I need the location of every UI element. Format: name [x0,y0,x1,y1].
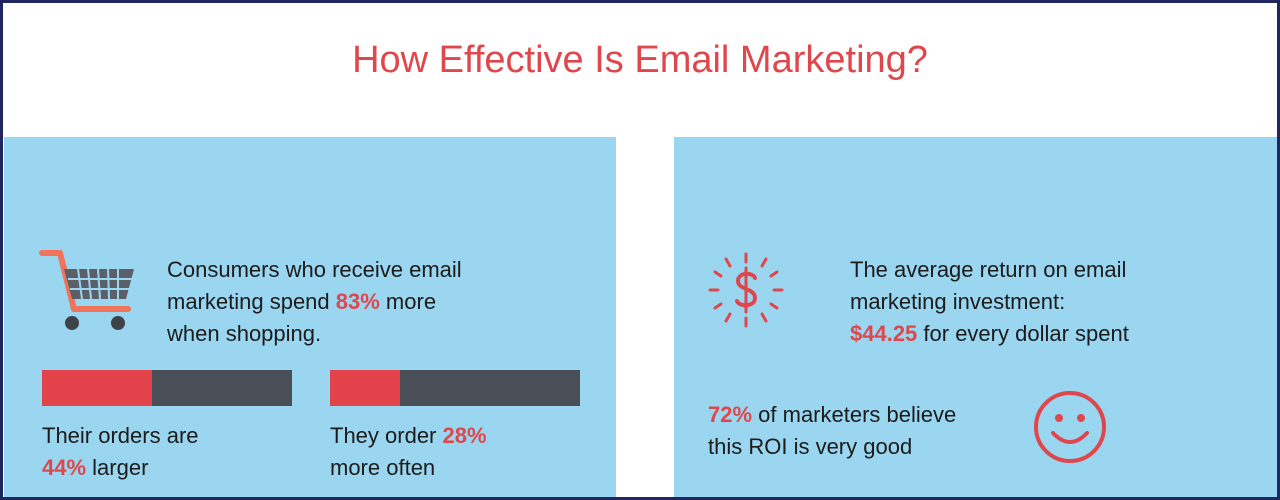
text: more when shopping. [167,289,437,346]
dollar-icon [708,252,784,328]
text: Consumers who receive email marketing sp… [167,257,462,314]
highlight: 28% [442,423,487,448]
text: The average return on email marketing in… [850,257,1127,314]
bar-track [42,370,292,406]
text: for every dollar spent [917,321,1129,346]
opinion-stat: 72% of marketers believe this ROI is ver… [708,399,956,463]
bar-fill [330,370,400,406]
left-panel: Consumers who receive email marketing sp… [4,137,616,497]
cart-icon [39,250,134,330]
title: How Effective Is Email Marketing? [352,39,928,81]
highlight: $44.25 [850,321,918,346]
bar-track [330,370,580,406]
bar-caption: Their orders are 44% larger [42,420,199,484]
highlight: 44% [42,455,87,480]
text: of marketers believe this ROI is very go… [708,402,957,459]
text: They order [330,423,443,448]
smiley-icon [1034,391,1106,463]
bar-fill [42,370,152,406]
bar-caption: They order 28% more often [330,420,487,484]
highlight: 83% [335,289,380,314]
highlight: 72% [708,402,753,427]
text: more often [330,455,436,480]
roi-stat: The average return on email marketing in… [850,254,1129,350]
spend-stat: Consumers who receive email marketing sp… [167,254,462,350]
text: larger [86,455,149,480]
right-panel: The average return on email marketing in… [674,137,1277,497]
text: Their orders are [42,423,199,448]
